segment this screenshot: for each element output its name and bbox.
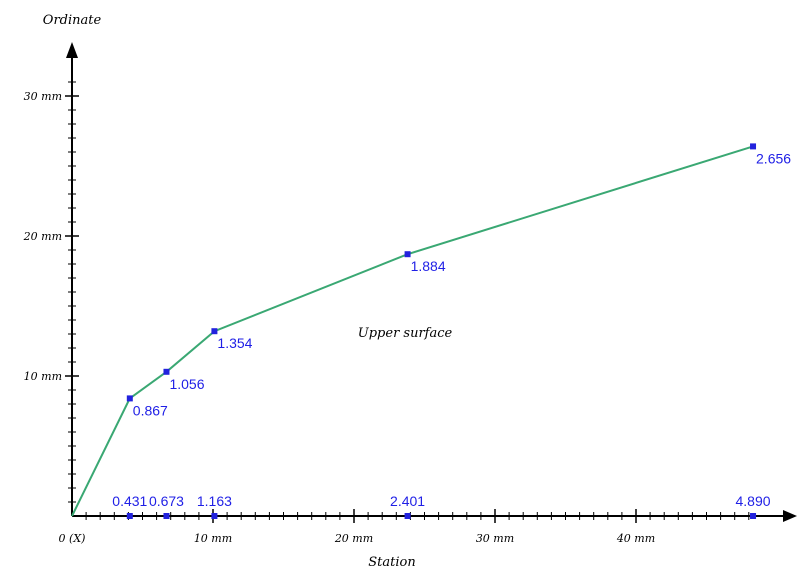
station-marker: [211, 513, 218, 519]
y-axis-title: Ordinate: [43, 13, 102, 28]
station-markers: [126, 513, 757, 519]
tick-labels: 0 (X) 10 mm 20 mm 30 mm 40 mm 10 mm 20 mm 30 mm: [23, 90, 656, 545]
station-label: 0.673: [149, 493, 184, 509]
data-point-marker: [211, 328, 218, 335]
data-point-label: 2.656: [756, 150, 791, 166]
x-tick-label: 20 mm: [334, 532, 373, 545]
x-axis-title: Station: [368, 555, 415, 570]
series-line: [71, 145, 754, 517]
data-point-label: 1.056: [169, 376, 204, 392]
x-tick-label: 30 mm: [476, 532, 514, 545]
data-point-marker: [126, 395, 133, 402]
station-labels: 0.431 0.673 1.163 2.401 4.890: [112, 493, 770, 509]
major-ticks: [65, 95, 637, 523]
data-point-label: 0.867: [133, 402, 168, 418]
x-tick-label: 10 mm: [194, 532, 232, 545]
station-label: 1.163: [197, 493, 232, 509]
station-label: 4.890: [736, 493, 771, 509]
station-marker: [750, 513, 757, 519]
station-marker: [404, 513, 411, 519]
data-point-label: 1.884: [411, 258, 446, 274]
y-axis-arrow-icon: [66, 42, 78, 58]
x-tick-label: 40 mm: [616, 532, 655, 545]
data-point-label: 1.354: [217, 335, 252, 351]
station-label: 2.401: [390, 493, 425, 509]
axes: [66, 42, 797, 522]
data-point-marker: [750, 143, 757, 150]
data-point-marker: [163, 368, 170, 375]
minor-ticks: [68, 81, 750, 520]
y-tick-label: 20 mm: [23, 230, 62, 243]
y-tick-label: 10 mm: [24, 370, 62, 383]
station-marker: [163, 513, 170, 519]
x-axis-arrow-icon: [783, 510, 797, 522]
x-tick-label: 0 (X): [59, 532, 86, 545]
data-point-marker: [404, 251, 411, 258]
point-markers: [126, 143, 757, 402]
upper-surface-annotation: Upper surface: [358, 326, 453, 341]
station-marker: [126, 513, 133, 519]
y-tick-label: 30 mm: [24, 90, 62, 103]
station-label: 0.431: [112, 493, 147, 509]
